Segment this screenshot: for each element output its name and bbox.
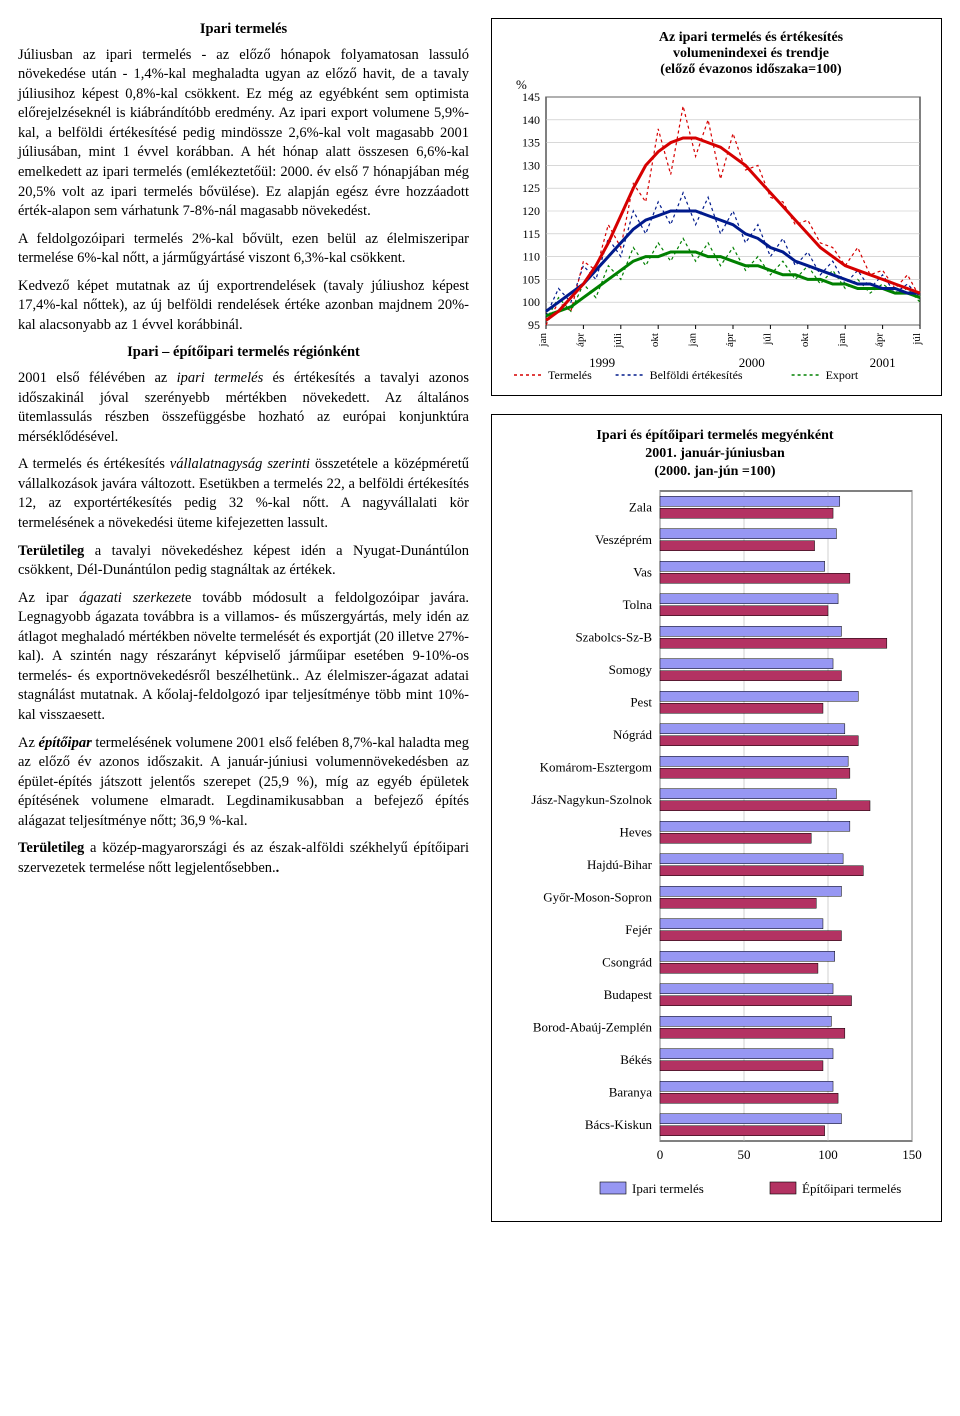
svg-text:Csongrád: Csongrád: [602, 954, 652, 969]
para-9: Területileg a közép-magyarországi és az …: [18, 839, 469, 878]
svg-text:100: 100: [818, 1147, 838, 1162]
para-7: Az ipar ágazati szerkezete tovább módosu…: [18, 589, 469, 726]
svg-text:ápr: ápr: [724, 333, 736, 347]
para-6: Területileg a tavalyi növekedéshez képes…: [18, 542, 469, 581]
para-3: Kedvező képet mutatnak az új exportrende…: [18, 277, 469, 336]
svg-text:Szabolcs-Sz-B: Szabolcs-Sz-B: [575, 629, 652, 644]
svg-text:135: 135: [522, 136, 540, 150]
para-2: A feldolgozóipari termelés 2%-kal bővült…: [18, 230, 469, 269]
svg-text:Nógrád: Nógrád: [613, 727, 652, 742]
svg-text:volumenindexei és trendje: volumenindexei és trendje: [673, 46, 829, 61]
svg-text:125: 125: [522, 181, 540, 195]
svg-text:Zala: Zala: [629, 499, 652, 514]
svg-text:95: 95: [528, 318, 540, 332]
right-column: Az ipari termelés és értékesítésvolumeni…: [491, 18, 942, 1240]
svg-text:Fejér: Fejér: [625, 922, 652, 937]
svg-text:Export: Export: [826, 368, 859, 382]
svg-text:júli: júli: [612, 333, 624, 349]
svg-text:Bács-Kiskun: Bács-Kiskun: [585, 1117, 653, 1132]
svg-text:Borod-Abaúj-Zemplén: Borod-Abaúj-Zemplén: [533, 1019, 653, 1034]
svg-text:Építőipari termelés: Építőipari termelés: [802, 1181, 901, 1196]
svg-text:Komárom-Esztergom: Komárom-Esztergom: [540, 759, 652, 774]
svg-text:Veszéprém: Veszéprém: [595, 532, 652, 547]
svg-text:Tolna: Tolna: [623, 597, 653, 612]
svg-text:130: 130: [522, 158, 540, 172]
svg-text:júl: júl: [911, 333, 923, 346]
svg-text:Jász-Nagykun-Szolnok: Jász-Nagykun-Szolnok: [531, 792, 652, 807]
svg-text:Baranya: Baranya: [609, 1084, 653, 1099]
svg-text:Belföldi értékesítés: Belföldi értékesítés: [650, 368, 743, 382]
svg-text:Az ipari termelés és értékesít: Az ipari termelés és értékesítés: [659, 30, 844, 45]
svg-text:120: 120: [522, 204, 540, 218]
svg-text:115: 115: [522, 227, 540, 241]
svg-text:100: 100: [522, 295, 540, 309]
para-8: Az építőipar termelésének volumene 2001 …: [18, 734, 469, 832]
svg-text:2000: 2000: [739, 355, 765, 370]
svg-text:jan: jan: [836, 333, 848, 348]
left-column: Ipari termelés Júliusban az ipari termel…: [18, 18, 469, 1240]
svg-text:okt: okt: [799, 333, 811, 347]
svg-text:105: 105: [522, 272, 540, 286]
svg-text:110: 110: [522, 250, 540, 264]
svg-text:júl: júl: [761, 333, 773, 346]
chart-county-bars: Ipari és építőipari termelés megyénként 2…: [491, 414, 942, 1222]
svg-text:50: 50: [738, 1147, 751, 1162]
svg-text:Somogy: Somogy: [609, 662, 653, 677]
para-4: 2001 első félévében az ipari termelés és…: [18, 369, 469, 447]
svg-text:2001. január-júniusban: 2001. január-júniusban: [645, 446, 785, 461]
para-5: A termelés és értékesítés vállalatnagysá…: [18, 455, 469, 533]
svg-text:145: 145: [522, 90, 540, 104]
svg-text:0: 0: [657, 1147, 664, 1162]
svg-text:Vas: Vas: [633, 564, 652, 579]
svg-text:(előző évazonos időszaka=100): (előző évazonos időszaka=100): [660, 62, 842, 77]
chart-volume-index: Az ipari termelés és értékesítésvolumeni…: [491, 18, 942, 396]
svg-text:jan: jan: [537, 333, 549, 348]
svg-text:150: 150: [902, 1147, 922, 1162]
svg-text:ápr: ápr: [874, 333, 886, 347]
svg-text:okt: okt: [649, 333, 661, 347]
svg-text:Hajdú-Bihar: Hajdú-Bihar: [587, 857, 653, 872]
heading-regiok: Ipari – építőipari termelés régiónként: [18, 343, 469, 363]
heading-ipari-termeles: Ipari termelés: [18, 20, 469, 40]
svg-text:Heves: Heves: [620, 824, 653, 839]
svg-text:Termelés: Termelés: [548, 368, 592, 382]
svg-text:Budapest: Budapest: [604, 987, 653, 1002]
svg-text:140: 140: [522, 113, 540, 127]
svg-text:Győr-Moson-Sopron: Győr-Moson-Sopron: [543, 889, 652, 904]
svg-text:2001: 2001: [870, 355, 896, 370]
svg-text:Békés: Békés: [620, 1052, 652, 1067]
svg-text:jan: jan: [687, 333, 699, 348]
svg-text:(2000. jan-jún =100): (2000. jan-jún =100): [654, 464, 775, 479]
svg-text:Ipari és építőipari termelés m: Ipari és építőipari termelés megyénként: [596, 428, 834, 443]
svg-text:Pest: Pest: [630, 694, 652, 709]
svg-text:ápr: ápr: [574, 333, 586, 347]
svg-text:Ipari termelés: Ipari termelés: [632, 1181, 704, 1196]
svg-text:1999: 1999: [589, 355, 615, 370]
para-1: Júliusban az ipari termelés - az előző h…: [18, 46, 469, 222]
